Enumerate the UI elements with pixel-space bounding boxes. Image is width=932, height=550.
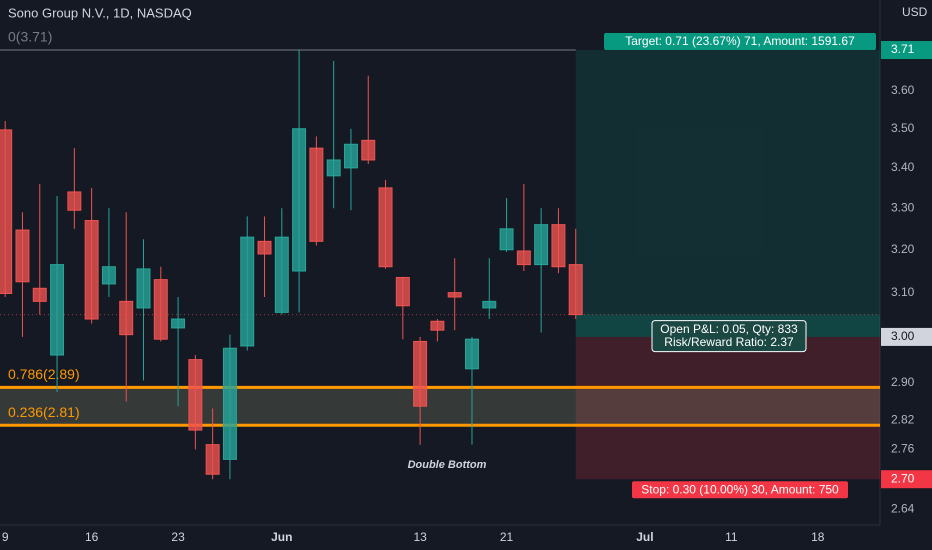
- target-label: Target: 0.71 (23.67%) 71, Amount: 1591.6…: [625, 34, 855, 48]
- candle-body: [274, 236, 289, 313]
- currency: USD: [902, 5, 928, 19]
- y-tick-label: 3.50: [891, 121, 915, 135]
- candle-body: [222, 347, 237, 460]
- candle-body: [430, 320, 445, 331]
- y-tick-label: 2.64: [891, 502, 915, 516]
- x-tick-label: 11: [725, 530, 738, 544]
- candle-body: [32, 287, 47, 302]
- pnl-label: Risk/Reward Ratio: 2.37: [664, 335, 794, 349]
- x-tick-label: Jul: [636, 530, 653, 544]
- y-tick-label: 3.30: [891, 200, 915, 214]
- candle-body: [361, 139, 376, 161]
- candle-body: [378, 187, 393, 268]
- x-tick-label: 18: [811, 530, 825, 544]
- candle-body: [205, 444, 220, 475]
- candle-body: [551, 224, 566, 268]
- candle-body: [482, 300, 497, 309]
- stop-price-box: [881, 470, 932, 489]
- y-tick-label: 2.82: [891, 413, 915, 427]
- fib-label: 0.236(2.81): [8, 404, 80, 420]
- fib-label: 0.786(2.89): [8, 366, 80, 382]
- stop-label: Stop: 0.30 (10.00%) 30, Amount: 750: [641, 482, 839, 496]
- candle-body: [257, 240, 272, 255]
- x-tick-label: 23: [171, 530, 185, 544]
- candle-body: [153, 279, 168, 340]
- candle-body: [50, 264, 65, 356]
- x-tick-label: Jun: [271, 530, 292, 544]
- target-label-box: [604, 33, 876, 51]
- candle-body: [499, 228, 514, 251]
- y-tick-label: 3.40: [891, 160, 915, 174]
- candle-body: [326, 159, 341, 177]
- fib-zone: [0, 387, 880, 426]
- y-tick-label: 2.90: [891, 375, 915, 389]
- candle-body: [84, 220, 99, 320]
- x-tick-label: 9: [2, 530, 9, 544]
- candle-body: [413, 340, 428, 407]
- stop-label-box: [632, 481, 848, 499]
- target-zone: [575, 50, 880, 337]
- candle-body: [309, 147, 324, 242]
- candle-body: [465, 338, 479, 370]
- chart-title: Sono Group N.V., 1D, NASDAQ: [8, 5, 192, 20]
- annotation: Double Bottom: [408, 459, 487, 471]
- candle-body: [67, 191, 82, 211]
- candle-body: [516, 250, 531, 266]
- stop-zone: [575, 336, 880, 480]
- y-tick-label: 3.10: [891, 285, 915, 299]
- candle-body: [343, 143, 358, 169]
- stop-price: 2.70: [891, 471, 915, 485]
- candle-body: [136, 268, 151, 309]
- candle-body: [292, 128, 307, 272]
- candle-body: [395, 276, 410, 307]
- x-tick-label: 16: [85, 530, 99, 544]
- candle-body: [534, 224, 549, 266]
- x-tick-label: 21: [500, 530, 514, 544]
- y-tick-label: 3.60: [891, 83, 915, 97]
- target-price-box: [881, 41, 932, 60]
- candle-body: [15, 229, 30, 283]
- candle-body: [447, 292, 462, 298]
- pnl-box: [651, 320, 807, 353]
- entry-price-box: [881, 327, 932, 346]
- entry-price: 3.00: [891, 329, 915, 343]
- candle-body: [568, 264, 583, 316]
- x-tick-label: 13: [413, 530, 427, 544]
- candle-body: [101, 266, 116, 285]
- candle-body: [119, 300, 134, 336]
- candle-body: [0, 129, 13, 295]
- fib-label: 0(3.71): [8, 29, 52, 45]
- target-price: 3.71: [891, 42, 915, 56]
- y-tick-label: 2.76: [891, 442, 915, 456]
- candle-body: [240, 236, 255, 347]
- candle-body: [171, 318, 186, 329]
- pnl-label: Open P&L: 0.05, Qty: 833: [660, 322, 798, 336]
- candle-body: [188, 359, 203, 431]
- y-tick-label: 3.20: [891, 242, 915, 256]
